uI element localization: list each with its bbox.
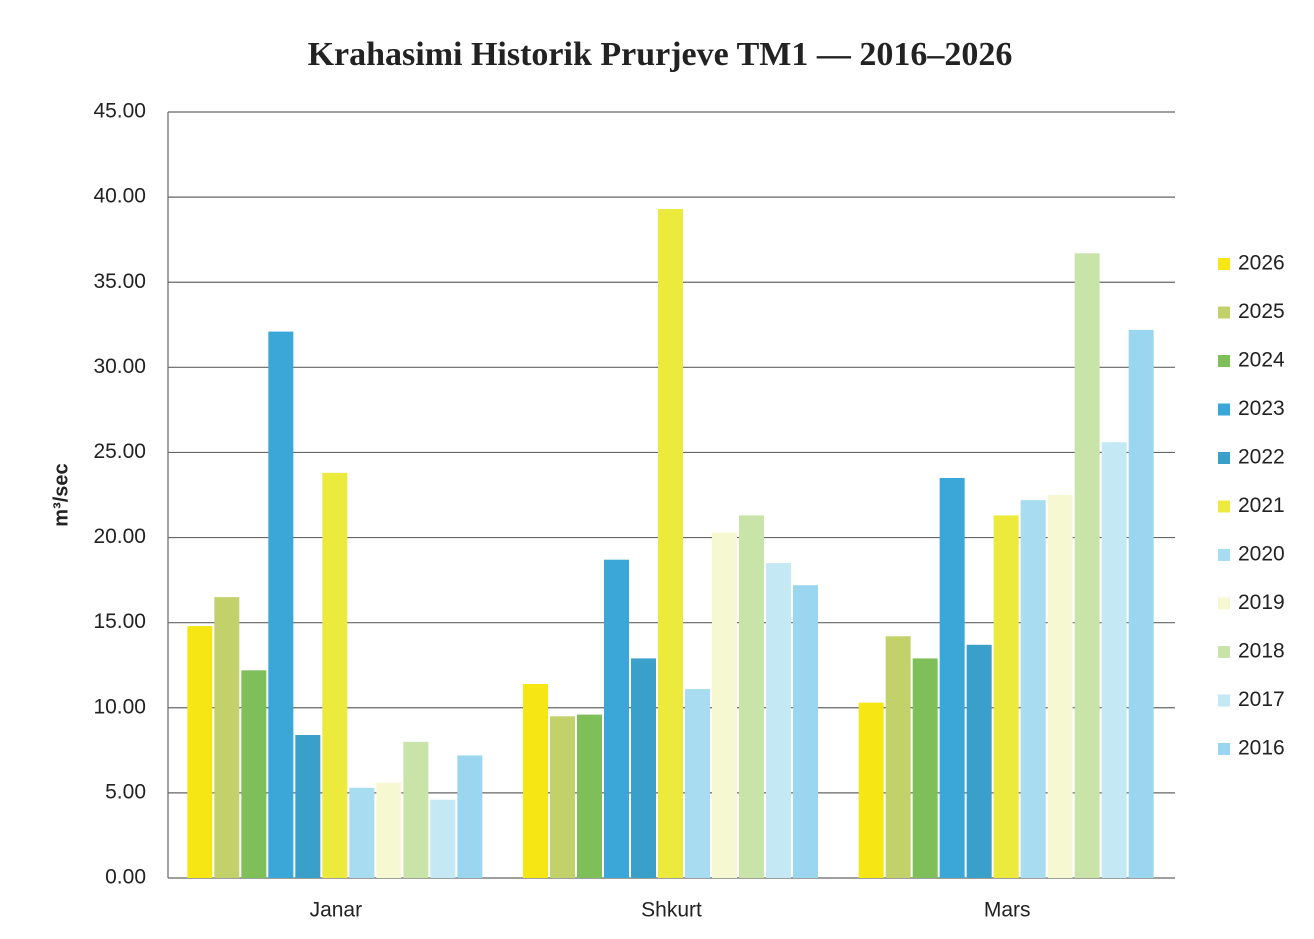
bar (577, 714, 602, 878)
legend-swatch (1218, 258, 1230, 270)
bar (766, 563, 791, 878)
y-tick-label: 30.00 (93, 355, 146, 378)
legend-swatch (1218, 597, 1230, 610)
bar (241, 670, 267, 878)
y-tick-label: 5.00 (105, 780, 146, 803)
bar (604, 559, 629, 878)
legend-swatch (1218, 403, 1230, 416)
bar (1101, 442, 1127, 878)
legend-label: 2026 (1238, 252, 1285, 275)
legend-swatch (1218, 549, 1230, 561)
bar (858, 702, 884, 878)
bar (712, 532, 737, 878)
bar (685, 689, 710, 878)
y-tick-label: 15.00 (93, 610, 146, 633)
bar (295, 735, 321, 878)
x-tick-label: Shkurt (641, 899, 702, 922)
legend-label: 2021 (1238, 494, 1285, 517)
bar (1128, 329, 1154, 879)
bar (1047, 495, 1073, 878)
y-tick-label: 40.00 (93, 185, 146, 208)
y-tick-label: 0.00 (105, 866, 146, 889)
y-tick-label: 35.00 (93, 270, 146, 293)
bar (939, 477, 965, 878)
bar (430, 799, 456, 878)
legend-label: 2019 (1238, 591, 1285, 614)
bar (885, 636, 911, 878)
legend-label: 2016 (1238, 737, 1285, 760)
legend-swatch (1218, 743, 1230, 755)
bar (349, 787, 375, 878)
y-tick-label: 20.00 (93, 525, 146, 548)
bar (187, 626, 213, 878)
bar (322, 472, 348, 878)
bar (658, 209, 683, 878)
bar (523, 683, 548, 878)
bar (1020, 500, 1046, 878)
bar (631, 658, 656, 878)
y-axis-label: m³/sec (50, 463, 72, 526)
legend-label: 2024 (1238, 349, 1285, 372)
legend-swatch (1218, 500, 1230, 513)
legend-swatch (1218, 355, 1230, 367)
y-tick-label: 25.00 (93, 440, 146, 463)
legend-label: 2017 (1238, 688, 1285, 711)
bar (268, 331, 294, 878)
bar (1074, 253, 1100, 879)
bar (966, 644, 992, 878)
legend-label: 2025 (1238, 300, 1285, 323)
bar (912, 658, 938, 878)
bar (993, 515, 1019, 878)
bar (403, 741, 429, 878)
legend-label: 2023 (1238, 397, 1285, 420)
bar (376, 782, 402, 878)
bar (739, 515, 764, 878)
legend-swatch (1218, 694, 1230, 707)
bar (214, 597, 240, 878)
x-tick-label: Mars (984, 899, 1031, 922)
chart-title: Krahasimi Historik Prurjeve TM1 — 2016–2… (308, 36, 1013, 73)
bar (457, 755, 483, 878)
legend-label: 2018 (1238, 640, 1285, 663)
x-tick-label: Janar (310, 899, 363, 922)
legend-label: 2022 (1238, 446, 1285, 469)
legend-swatch (1218, 646, 1230, 658)
bar (793, 585, 818, 878)
legend-label: 2020 (1238, 543, 1285, 566)
legend-swatch (1218, 306, 1230, 319)
y-tick-label: 10.00 (93, 695, 146, 718)
y-tick-label: 45.00 (93, 100, 146, 123)
legend-swatch (1218, 452, 1230, 464)
bar (550, 716, 575, 878)
